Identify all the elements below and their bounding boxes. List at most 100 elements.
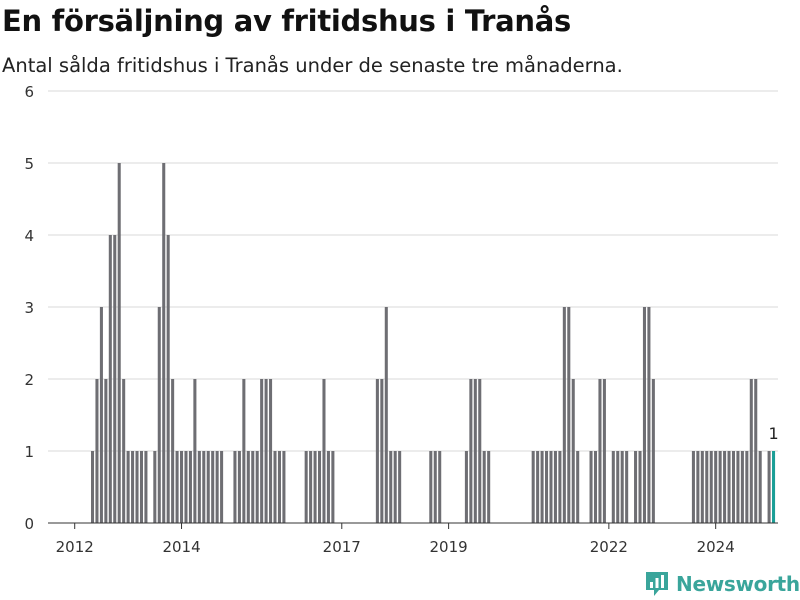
bar <box>602 379 606 523</box>
bar <box>718 451 722 523</box>
bar <box>611 451 615 523</box>
bar <box>166 235 170 523</box>
bar <box>157 307 161 523</box>
bar <box>153 451 157 523</box>
chart-subtitle: Antal sålda fritidshus i Tranås under de… <box>2 54 623 77</box>
bar <box>95 379 99 523</box>
bar <box>90 451 95 523</box>
bar <box>562 307 566 523</box>
x-tick-label: 2024 <box>697 538 735 556</box>
bar <box>242 379 246 523</box>
bar <box>540 451 544 523</box>
bar <box>237 451 241 523</box>
bar <box>433 451 437 523</box>
y-tick-label: 3 <box>24 299 34 317</box>
bar <box>464 451 468 523</box>
bar <box>723 451 727 523</box>
y-tick-label: 0 <box>24 515 34 533</box>
bar <box>598 379 602 523</box>
bar <box>749 379 753 523</box>
bar <box>740 451 744 523</box>
bar <box>620 451 624 523</box>
bar <box>131 451 135 523</box>
bar <box>282 451 286 523</box>
bar <box>638 451 642 523</box>
bar <box>197 451 201 523</box>
x-tick-label: 2017 <box>323 538 361 556</box>
bar <box>593 451 598 523</box>
bar <box>277 451 281 523</box>
bar <box>616 451 620 523</box>
bar <box>767 451 771 523</box>
bar <box>389 451 393 523</box>
bar <box>754 379 758 523</box>
bar <box>126 451 130 523</box>
bar <box>571 379 575 523</box>
bar <box>215 451 219 523</box>
bar <box>625 451 629 523</box>
bar-highlight <box>772 451 776 523</box>
bar <box>139 451 143 523</box>
axes: 0 1 2 3 4 5 6 2012 2014 2017 2019 2022 2024 <box>24 83 778 556</box>
bar <box>709 451 713 523</box>
y-tick-label: 4 <box>24 227 34 245</box>
bar <box>331 451 335 523</box>
bar <box>549 451 553 523</box>
highlight-data-label: 1 <box>768 424 778 443</box>
bar <box>473 379 477 523</box>
bar <box>576 451 580 523</box>
bar <box>758 451 762 523</box>
bar <box>180 451 184 523</box>
bar <box>478 379 482 523</box>
bar <box>122 379 126 523</box>
bar <box>589 451 593 523</box>
newsworthy-logo-icon <box>646 572 668 596</box>
bar <box>745 451 749 523</box>
bar <box>99 307 103 523</box>
x-tick-label: 2012 <box>56 538 94 556</box>
newsworthy-logo[interactable]: Newsworthy <box>644 570 800 598</box>
bar <box>696 451 700 523</box>
bar <box>727 451 731 523</box>
bar <box>144 451 148 523</box>
x-tick-label: 2019 <box>430 538 468 556</box>
bar <box>206 451 210 523</box>
bar <box>642 307 646 523</box>
bar <box>220 451 224 523</box>
bar <box>309 451 313 523</box>
bar <box>482 451 486 523</box>
bar <box>531 451 535 523</box>
bar <box>731 451 736 523</box>
data-labels: 1 <box>768 424 778 443</box>
bar <box>700 451 704 523</box>
bar <box>255 451 259 523</box>
x-tick-label: 2014 <box>162 538 200 556</box>
bar <box>567 307 571 523</box>
bar <box>736 451 740 523</box>
bar <box>304 451 308 523</box>
bar <box>438 451 442 523</box>
bar <box>264 379 268 523</box>
bar <box>318 451 322 523</box>
bar <box>184 451 188 523</box>
bar <box>558 451 562 523</box>
bar-chart: 0 1 2 3 4 5 6 2012 2014 2017 2019 2022 2024 1 <box>24 83 778 556</box>
bar <box>322 379 326 523</box>
bar <box>117 163 121 523</box>
bar <box>553 451 557 523</box>
bars <box>90 163 776 523</box>
gridlines <box>48 90 778 452</box>
bar <box>469 379 473 523</box>
newsworthy-logo-text: Newsworthy <box>676 572 800 596</box>
bar <box>188 451 192 523</box>
bar <box>393 451 397 523</box>
bar <box>375 379 379 523</box>
bar <box>326 451 330 523</box>
chart-title: En försäljning av fritidshus i Tranås <box>2 4 571 38</box>
bar <box>536 451 540 523</box>
bar <box>171 379 175 523</box>
bar <box>202 451 206 523</box>
bar <box>545 451 549 523</box>
bar <box>135 451 139 523</box>
bar <box>651 379 655 523</box>
